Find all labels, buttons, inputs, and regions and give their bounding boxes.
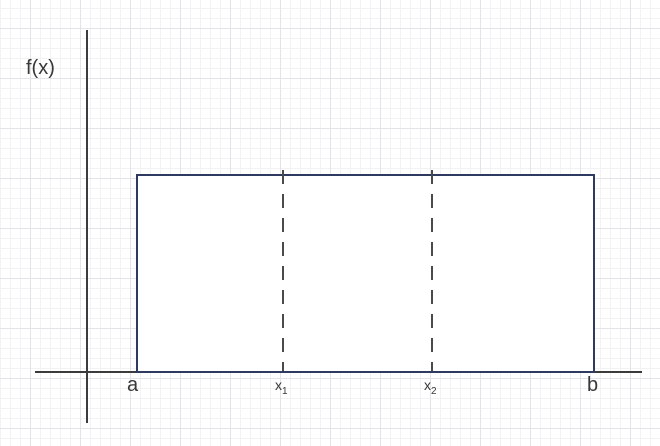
x2-base: x [424, 377, 431, 393]
x1-base: x [275, 377, 282, 393]
x1-subscript: 1 [282, 385, 288, 397]
x-axis-label-x2: x2 [424, 377, 437, 396]
x2-subscript: 2 [431, 385, 437, 397]
y-axis-label: f(x) [26, 57, 55, 79]
x-axis-label-x1: x1 [275, 377, 288, 396]
y-axis-line [86, 30, 88, 423]
x-axis-label-b: b [587, 374, 599, 396]
function-rectangle [136, 174, 595, 373]
dashed-line-x1 [282, 170, 284, 371]
x-axis-label-a: a [127, 374, 139, 396]
dashed-line-x2 [431, 170, 433, 371]
